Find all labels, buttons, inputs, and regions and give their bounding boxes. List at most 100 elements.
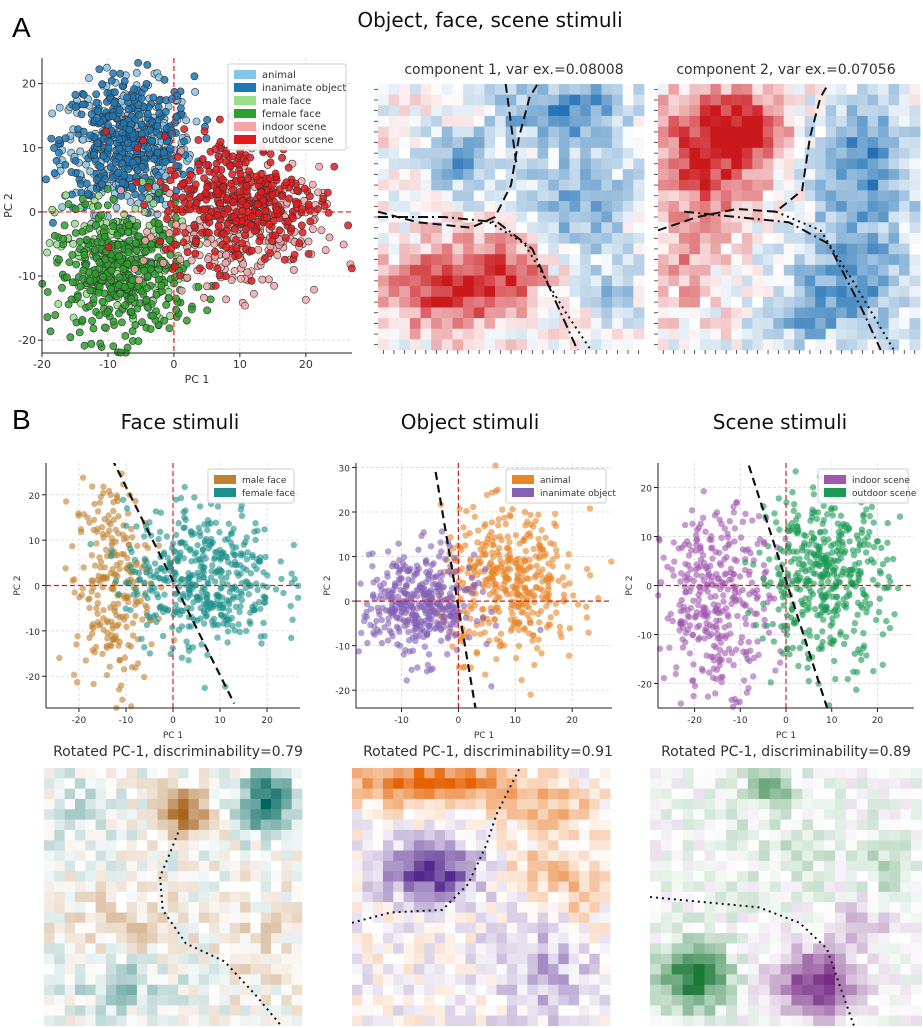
heatmap-cell: [409, 158, 421, 170]
heatmap-cell: [857, 222, 868, 234]
data-point: [142, 295, 151, 304]
heatmap-cell: [773, 286, 785, 298]
data-point: [75, 328, 84, 337]
data-point: [495, 551, 503, 559]
heatmap-cell: [867, 264, 879, 276]
heatmap-cell: [484, 169, 496, 181]
data-point: [384, 548, 392, 555]
data-point: [119, 496, 127, 503]
heatmap-cell: [804, 126, 816, 138]
heatmap-cell: [658, 158, 669, 170]
data-point: [69, 240, 78, 248]
x-tick-label: 0: [170, 716, 176, 726]
heatmap-cell: [878, 94, 889, 106]
heatmap-cell: [516, 339, 528, 351]
data-point: [284, 163, 293, 172]
data-point: [94, 592, 101, 599]
heatmap-cell: [590, 232, 602, 244]
heatmap-cell: [825, 254, 837, 266]
data-point: [529, 637, 536, 644]
x-axis-label: PC 1: [163, 731, 183, 740]
data-point: [94, 107, 102, 116]
data-point: [77, 110, 86, 119]
heatmap-cell: [794, 254, 806, 266]
heatmap-cell: [420, 264, 432, 276]
data-point: [542, 534, 549, 542]
data-point: [139, 616, 146, 623]
data-point: [155, 542, 163, 549]
boundary-dashed: [657, 83, 830, 232]
data-point: [166, 312, 175, 320]
data-point: [94, 618, 102, 626]
data-point: [315, 162, 324, 171]
heatmap-cell: [633, 84, 645, 96]
heatmap-cell: [710, 222, 722, 234]
heatmap-cell: [463, 169, 475, 181]
data-point: [94, 201, 102, 210]
heatmap-cell: [699, 169, 711, 181]
data-point: [491, 615, 498, 623]
heatmap-cell: [526, 286, 538, 298]
data-point: [308, 180, 317, 189]
data-point: [730, 509, 738, 516]
data-point: [79, 127, 88, 136]
data-point: [95, 258, 104, 267]
heatmap-cell: [773, 137, 785, 149]
heatmap-cell: [678, 254, 690, 266]
heatmap-cell: [537, 84, 549, 96]
data-point: [115, 273, 124, 282]
heatmap-cell: [720, 307, 732, 319]
data-point: [202, 555, 209, 562]
data-point: [198, 594, 205, 601]
y-tick-label: 0: [344, 598, 350, 608]
data-point: [103, 307, 112, 316]
data-point: [499, 506, 506, 513]
data-point: [278, 575, 285, 583]
heatmap-cell: [899, 307, 910, 319]
heatmap-cell: [846, 211, 858, 223]
data-point: [539, 578, 546, 585]
heatmap-cell: [689, 318, 701, 330]
heatmap-cell: [752, 94, 764, 106]
data-point: [232, 236, 240, 245]
data-point: [129, 567, 137, 575]
data-point: [117, 318, 126, 327]
heatmap-cell: [783, 137, 795, 149]
data-point: [204, 526, 211, 534]
data-point: [490, 570, 498, 578]
heatmap-cell: [601, 232, 613, 244]
heatmap-cell: [463, 147, 475, 159]
heatmap-cell: [409, 147, 421, 159]
heatmap-cell: [731, 179, 743, 191]
data-point: [531, 661, 538, 669]
data-point: [181, 483, 188, 491]
heatmap-cell: [590, 137, 602, 149]
data-point: [146, 233, 155, 242]
data-point: [202, 613, 210, 620]
data-point: [749, 517, 756, 524]
heatmap-cell: [516, 169, 528, 181]
heatmap-cell: [569, 254, 581, 266]
heatmap-cell: [388, 339, 400, 351]
data-point: [566, 580, 573, 587]
y-tick-label: -20: [335, 687, 350, 697]
data-point: [462, 542, 469, 549]
heatmap-cell: [484, 137, 496, 149]
data-point: [112, 577, 120, 584]
data-point: [183, 248, 192, 257]
data-point: [115, 309, 123, 318]
heatmap-cell: [888, 232, 900, 244]
heatmap-cell: [399, 94, 411, 106]
data-point: [239, 260, 248, 269]
heatmap-cell: [399, 201, 411, 213]
heatmap-cell: [452, 339, 464, 351]
data-point: [75, 510, 82, 517]
data-point: [474, 539, 481, 546]
heatmap-cell: [762, 158, 774, 170]
heatmap-cell: [441, 318, 453, 330]
data-point: [527, 691, 534, 698]
heatmap-cell: [441, 307, 453, 319]
data-point: [504, 533, 511, 540]
heatmap-cell: [612, 211, 624, 223]
heatmap-cell: [420, 179, 432, 191]
